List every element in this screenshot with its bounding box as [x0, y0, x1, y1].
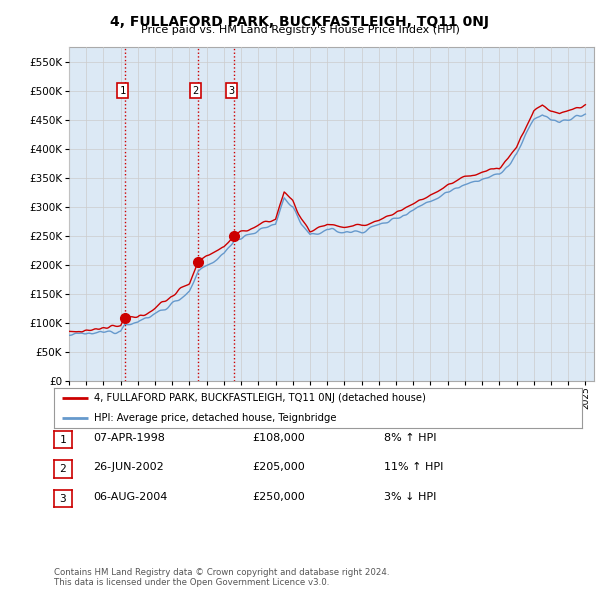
Text: HPI: Average price, detached house, Teignbridge: HPI: Average price, detached house, Teig… [94, 413, 336, 422]
Text: 8% ↑ HPI: 8% ↑ HPI [384, 433, 437, 442]
Text: Contains HM Land Registry data © Crown copyright and database right 2024.
This d: Contains HM Land Registry data © Crown c… [54, 568, 389, 587]
Text: 1: 1 [59, 435, 67, 444]
Text: 2: 2 [192, 86, 199, 96]
Text: 3% ↓ HPI: 3% ↓ HPI [384, 492, 436, 502]
Text: 3: 3 [229, 86, 235, 96]
Text: 26-JUN-2002: 26-JUN-2002 [93, 463, 164, 472]
Text: £205,000: £205,000 [252, 463, 305, 472]
Text: 07-APR-1998: 07-APR-1998 [93, 433, 165, 442]
Text: 11% ↑ HPI: 11% ↑ HPI [384, 463, 443, 472]
Text: £250,000: £250,000 [252, 492, 305, 502]
Text: 3: 3 [59, 494, 67, 503]
Text: 06-AUG-2004: 06-AUG-2004 [93, 492, 167, 502]
Text: 2: 2 [59, 464, 67, 474]
Text: £108,000: £108,000 [252, 433, 305, 442]
Text: 1: 1 [119, 86, 125, 96]
Text: Price paid vs. HM Land Registry's House Price Index (HPI): Price paid vs. HM Land Registry's House … [140, 25, 460, 35]
Text: 4, FULLAFORD PARK, BUCKFASTLEIGH, TQ11 0NJ (detached house): 4, FULLAFORD PARK, BUCKFASTLEIGH, TQ11 0… [94, 394, 425, 404]
Text: 4, FULLAFORD PARK, BUCKFASTLEIGH, TQ11 0NJ: 4, FULLAFORD PARK, BUCKFASTLEIGH, TQ11 0… [110, 15, 490, 29]
